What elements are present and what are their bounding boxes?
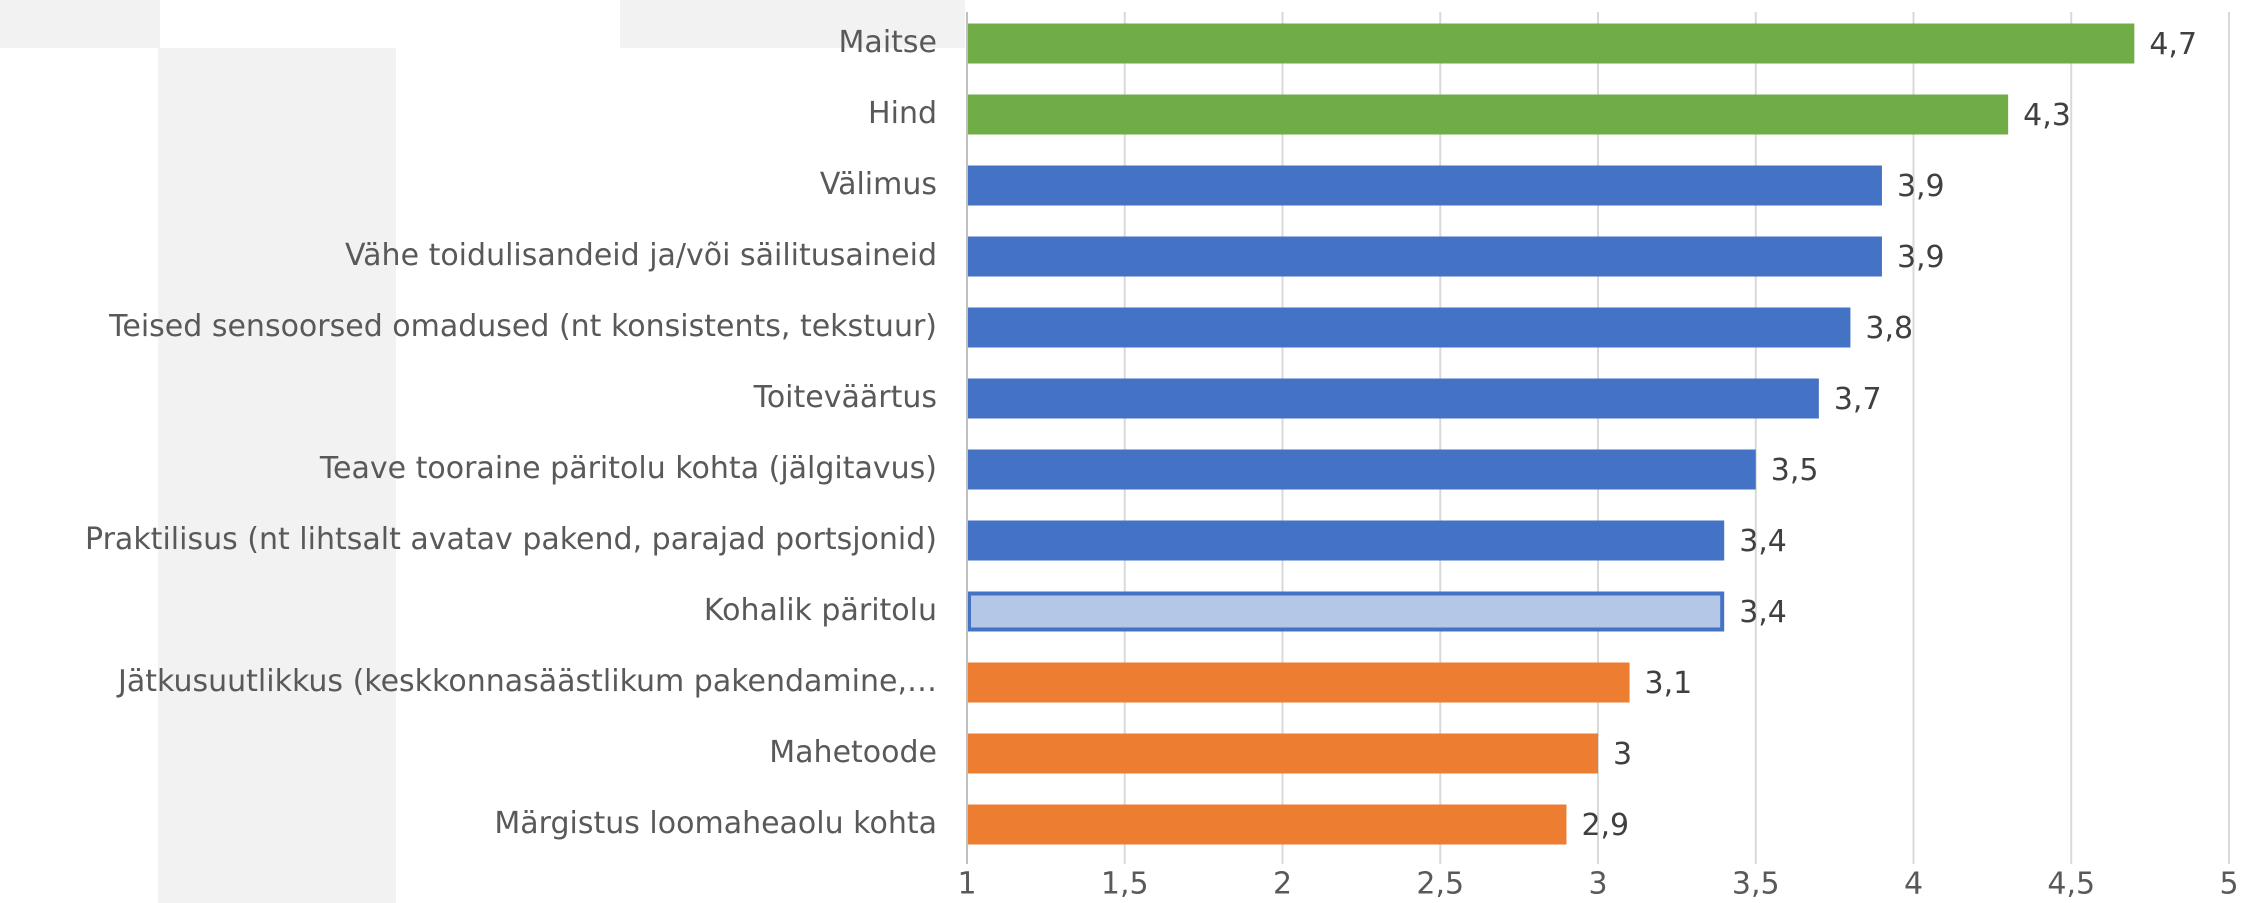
bar xyxy=(967,733,1598,774)
data-label: 3 xyxy=(1613,737,1632,772)
x-tick-label: 5 xyxy=(2219,867,2238,902)
y-tick-label: Hind xyxy=(868,96,937,131)
bar xyxy=(967,236,1882,277)
data-label: 4,3 xyxy=(2023,98,2071,133)
data-label: 4,7 xyxy=(2149,27,2197,62)
data-label: 3,1 xyxy=(1645,666,1693,701)
data-label: 3,7 xyxy=(1834,382,1882,417)
bar xyxy=(967,94,2009,135)
bar xyxy=(967,23,2135,64)
x-tick-label: 2 xyxy=(1273,867,1292,902)
y-tick-label: Toiteväärtus xyxy=(753,380,937,415)
bar xyxy=(967,662,1630,703)
data-label: 3,9 xyxy=(1897,240,1945,275)
y-tick-label: Kohalik päritolu xyxy=(704,593,937,628)
x-tick-label: 4 xyxy=(1904,867,1923,902)
y-tick-label: Teave tooraine päritolu kohta (jälgitavu… xyxy=(319,451,937,486)
y-tick-label: Välimus xyxy=(820,167,937,202)
bar xyxy=(967,591,1725,632)
data-label: 2,9 xyxy=(1581,808,1629,843)
y-tick-label: Jätkusuutlikkus (keskkonnasäästlikum pak… xyxy=(116,664,937,699)
y-tick-label: Teised sensoorsed omadused (nt konsisten… xyxy=(108,309,937,344)
x-tick-label: 4,5 xyxy=(2047,867,2095,902)
bar xyxy=(967,378,1819,419)
data-label: 3,8 xyxy=(1865,311,1913,346)
bar xyxy=(967,165,1882,206)
y-tick-label: Vähe toidulisandeid ja/või säilitusainei… xyxy=(345,238,937,273)
x-tick-label: 3,5 xyxy=(1732,867,1780,902)
y-tick-label: Maitse xyxy=(839,25,937,60)
x-tick-label: 1 xyxy=(957,867,976,902)
y-tick-label: Mahetoode xyxy=(769,735,937,770)
y-tick-label: Märgistus loomaheaolu kohta xyxy=(494,806,937,841)
x-tick-label: 2,5 xyxy=(1416,867,1464,902)
data-label: 3,9 xyxy=(1897,169,1945,204)
bar xyxy=(967,307,1851,348)
x-tick-label: 3 xyxy=(1588,867,1607,902)
watermark xyxy=(0,0,965,903)
bar xyxy=(967,449,1756,490)
data-label: 3,4 xyxy=(1739,595,1787,630)
bar xyxy=(967,520,1725,561)
data-label: 3,5 xyxy=(1771,453,1819,488)
bar xyxy=(967,804,1567,845)
data-label: 3,4 xyxy=(1739,524,1787,559)
x-tick-label: 1,5 xyxy=(1101,867,1149,902)
y-tick-label: Praktilisus (nt lihtsalt avatav pakend, … xyxy=(85,522,937,557)
